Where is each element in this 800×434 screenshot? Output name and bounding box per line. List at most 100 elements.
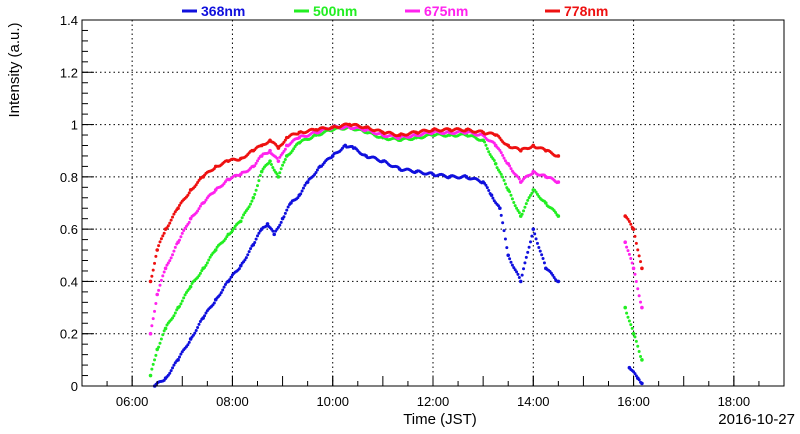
trace-dot	[279, 167, 283, 171]
trace-dot	[187, 220, 191, 224]
trace-dot	[541, 257, 545, 261]
trace-dot	[634, 280, 638, 284]
trace-dot	[484, 143, 488, 147]
trace-dot	[515, 206, 519, 210]
trace-dot	[254, 161, 258, 165]
trace-dot	[509, 260, 513, 264]
trace-dot	[526, 198, 530, 202]
trace-dot	[212, 301, 216, 305]
x-tick-label: 18:00	[718, 394, 751, 409]
trace-dot	[247, 250, 251, 254]
trace-dot	[276, 225, 280, 229]
trace-dot	[639, 260, 643, 264]
data-point	[238, 219, 243, 224]
trace-dot	[187, 340, 191, 344]
trace-dot	[171, 366, 175, 370]
trace-dot	[178, 238, 181, 242]
trace-dot	[487, 188, 491, 192]
data-point	[148, 331, 153, 336]
data-point	[493, 161, 498, 166]
data-point	[163, 266, 168, 271]
legend-label: 500nm	[313, 3, 357, 19]
trace-dot	[154, 353, 158, 357]
trace-dot	[182, 229, 186, 233]
trace-dot	[540, 253, 544, 257]
trace-dot	[157, 288, 161, 292]
trace-dot	[517, 275, 521, 279]
data-point	[268, 159, 272, 163]
data-point	[276, 175, 281, 179]
trace-dot	[530, 234, 534, 238]
trace-dot	[158, 240, 162, 244]
trace-dot	[162, 231, 166, 235]
date-label: 2016-10-27	[718, 411, 795, 428]
trace-dot	[508, 257, 512, 261]
trace-dot	[633, 335, 637, 339]
trace-dot	[194, 183, 198, 187]
trace-dot	[527, 245, 531, 249]
trace-dot	[282, 149, 286, 153]
trace-dot	[627, 252, 631, 256]
trace-dot	[165, 263, 169, 267]
trace-dot	[625, 245, 629, 249]
data-point	[155, 292, 160, 297]
trace-dot	[205, 261, 209, 265]
y-tick-label: 1.2	[60, 65, 78, 80]
trace-dot	[626, 315, 630, 319]
trace-dot	[196, 209, 200, 213]
data-point	[163, 326, 168, 331]
data-point	[238, 263, 243, 268]
trace-dot	[516, 209, 520, 213]
trace-dot	[503, 237, 507, 241]
data-point	[640, 381, 644, 386]
trace-dot	[151, 268, 155, 272]
trace-dot	[168, 371, 172, 375]
data-point	[623, 305, 628, 310]
trace-dot	[256, 184, 259, 188]
trace-dot	[499, 213, 503, 217]
trace-dot	[218, 293, 222, 297]
data-point	[531, 227, 536, 231]
trace-dot	[196, 180, 200, 184]
trace-dot	[496, 204, 500, 208]
data-point	[251, 195, 256, 200]
trace-dot	[626, 217, 630, 221]
trace-dot	[150, 274, 154, 278]
x-tick-label: 10:00	[316, 394, 349, 409]
trace-dot	[269, 163, 273, 167]
trace-dot	[625, 311, 629, 315]
trace-dot	[256, 159, 259, 163]
trace-dot	[534, 237, 538, 241]
trace-dot	[168, 221, 172, 225]
trace-dot	[208, 255, 212, 259]
trace-dot	[513, 268, 517, 272]
trace-dot	[197, 274, 201, 278]
trace-dot	[223, 282, 227, 286]
trace-dot	[161, 333, 165, 337]
trace-dot	[484, 183, 488, 187]
trace-dot	[491, 196, 495, 200]
trace-dot	[221, 288, 225, 292]
series-675nm	[148, 124, 644, 336]
trace-dot	[271, 229, 275, 233]
data-point	[498, 206, 502, 211]
data-point	[556, 214, 561, 218]
trace-dot	[249, 247, 253, 251]
data-point	[556, 279, 561, 284]
trace-dot	[179, 302, 183, 306]
trace-dot	[488, 152, 492, 156]
trace-dot	[232, 227, 236, 231]
data-point	[518, 279, 523, 284]
x-tick-label: 16:00	[617, 394, 650, 409]
data-point	[640, 305, 644, 310]
trace-dot	[258, 174, 262, 178]
trace-dot	[196, 325, 200, 329]
trace-dot	[637, 254, 641, 258]
trace-dot	[151, 317, 155, 321]
trace-dot	[283, 138, 287, 142]
trace-dot	[637, 378, 641, 382]
trace-dot	[522, 267, 526, 271]
trace-dot	[179, 352, 183, 356]
trace-dot	[194, 329, 198, 333]
trace-dot	[166, 224, 170, 228]
